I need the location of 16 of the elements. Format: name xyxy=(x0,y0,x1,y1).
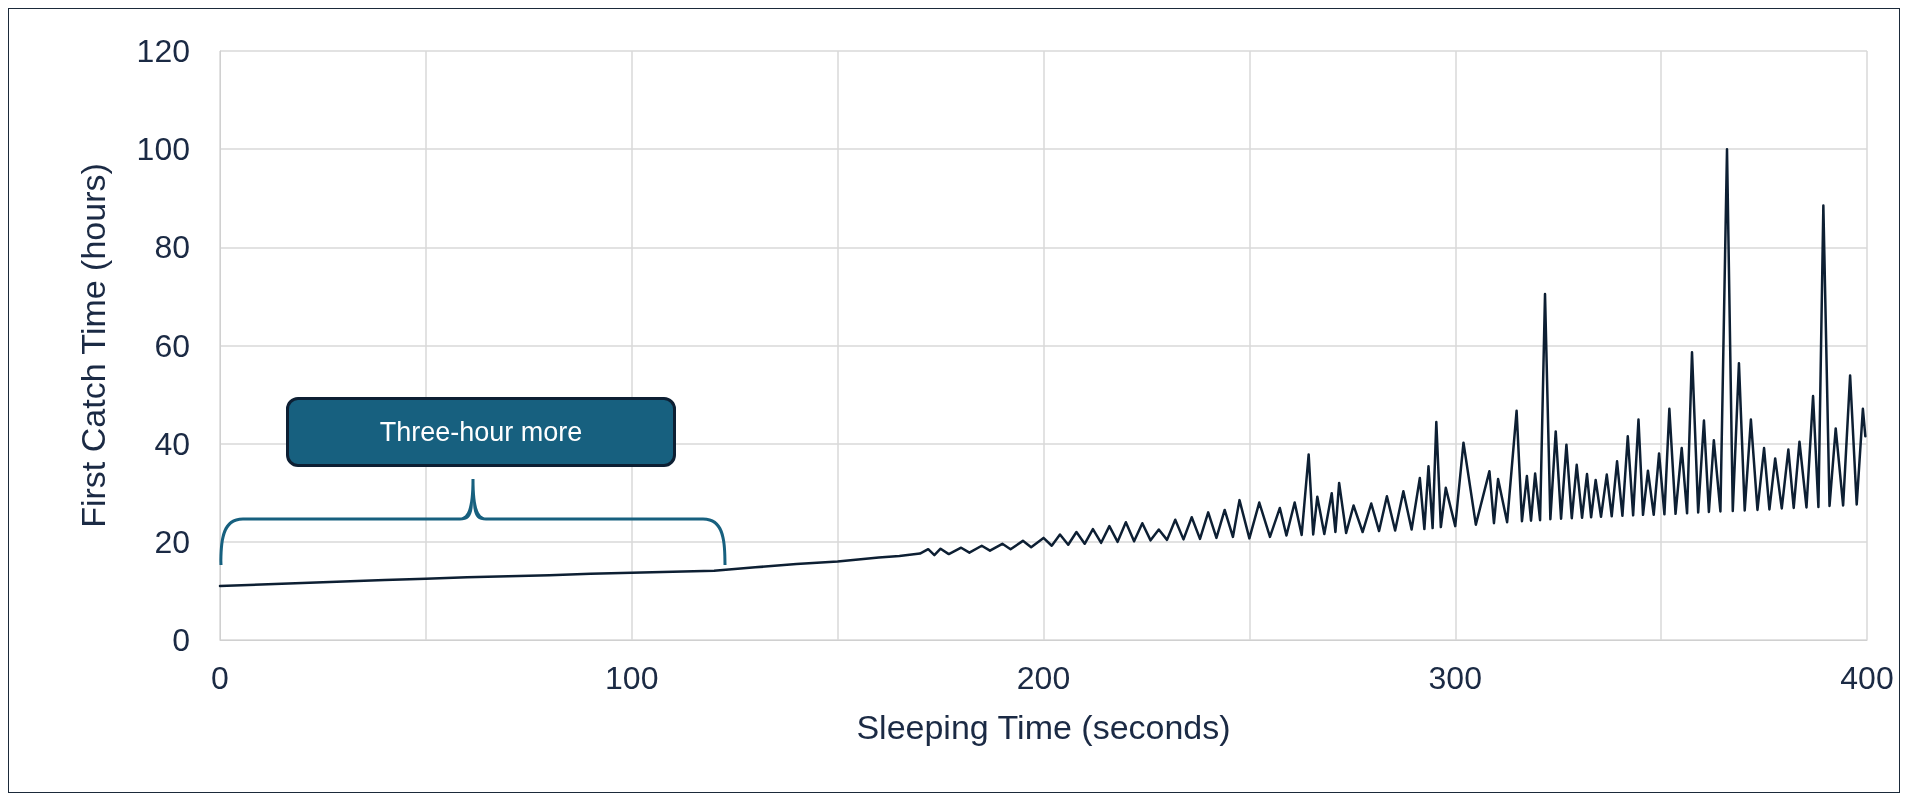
y-tick-label: 100 xyxy=(136,131,190,168)
y-tick-label: 80 xyxy=(154,229,190,266)
x-tick-label: 200 xyxy=(1016,660,1071,696)
y-tick-label: 60 xyxy=(154,327,190,364)
y-tick-label: 40 xyxy=(154,425,190,462)
x-tick-label: 400 xyxy=(1840,660,1894,696)
y-tick-label: 20 xyxy=(154,523,190,560)
y-axis-title: First Catch Time (hours) xyxy=(74,163,112,528)
x-tick-label: 100 xyxy=(605,660,659,696)
x-tick-label: 300 xyxy=(1428,660,1482,696)
x-axis-title: Sleeping Time (seconds) xyxy=(856,708,1231,746)
x-tick-label: 0 xyxy=(211,660,229,696)
line-series xyxy=(218,147,1867,588)
label-box: Three-hour more xyxy=(286,397,676,467)
y-tick-label: 0 xyxy=(172,622,190,658)
y-tick-label: 120 xyxy=(136,33,190,69)
